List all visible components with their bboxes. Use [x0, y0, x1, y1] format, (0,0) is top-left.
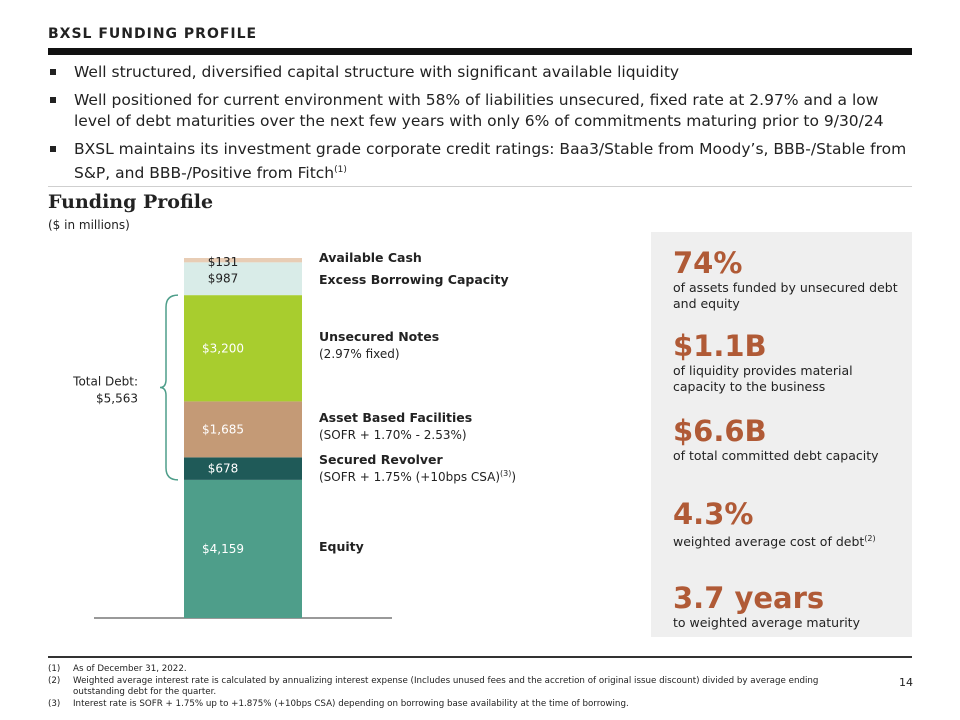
footnote-ref: (2)	[864, 534, 876, 543]
funding-stacked-bar-chart: $4,159 $678 $1,685 $3,200 $987 $131 Equity Secu…	[72, 250, 516, 619]
bullet-item: BXSL maintains its investment grade corp…	[48, 139, 914, 184]
page-title: BXSL FUNDING PROFILE	[48, 26, 258, 42]
bullet-square-icon	[50, 97, 56, 103]
stat-assets-funded: 74% of assets funded by unsecured debt a…	[673, 246, 898, 311]
category-label-available-cash: Available Cash	[319, 250, 422, 265]
bar-segment-available-cash	[184, 258, 302, 263]
data-label-available-cash: $131	[208, 255, 239, 269]
category-label-excess-borrowing-capacity: Excess Borrowing Capacity	[319, 272, 509, 287]
category-label-unsecured-notes: Unsecured Notes	[319, 329, 439, 344]
data-label-unsecured-notes: $3,200	[202, 341, 244, 355]
footnote-item: (3) Interest rate is SOFR + 1.75% up to +…	[48, 698, 629, 709]
section-subtitle: ($ in millions)	[48, 218, 130, 232]
total-debt-brace	[159, 294, 179, 481]
bullet-square-icon	[50, 69, 56, 75]
category-label-secured-revolver: Secured Revolver	[319, 452, 443, 467]
section-title: Funding Profile	[48, 191, 214, 213]
footer-rule	[48, 656, 912, 658]
data-label-equity: $4,159	[202, 542, 244, 556]
footnote-item: (1) As of December 31, 2022.	[48, 664, 187, 674]
footnote-ref: (1)	[334, 165, 347, 175]
data-label-secured-revolver: $678	[208, 462, 239, 476]
footnote-item: (2) Weighted average interest rate is cal…	[48, 675, 819, 698]
category-sublabel-secured-revolver: (SOFR + 1.75% (+10bps CSA)(3))	[319, 469, 516, 484]
stat-committed-debt: $6.6B of total committed debt capacity	[673, 414, 879, 463]
bar-segment-asset-based-facilities	[184, 401, 302, 458]
bullet-list: Well structured, diversified capital str…	[48, 62, 914, 191]
bar-segment-equity	[184, 479, 302, 618]
footnotes: (1) As of December 31, 2022. (2) Weighted …	[48, 664, 848, 710]
category-label-equity: Equity	[319, 539, 364, 554]
category-sublabel-asset-based-facilities: (SOFR + 1.70% - 2.53%)	[319, 428, 467, 442]
stat-liquidity: $1.1B of liquidity provides material cap…	[673, 329, 853, 394]
category-sublabel-unsecured-notes: (2.97% fixed)	[319, 347, 400, 361]
page-number: 14	[899, 676, 913, 689]
section-divider	[48, 186, 912, 187]
bar-segment-secured-revolver	[184, 457, 302, 480]
stat-maturity: 3.7 years to weighted average maturity	[673, 581, 860, 630]
stats-panel: 74% of assets funded by unsecured debt a…	[651, 232, 912, 637]
stat-cost-of-debt: 4.3% weighted average cost of debt(2)	[673, 497, 876, 550]
bar-segment-unsecured-notes	[184, 295, 302, 402]
category-label-asset-based-facilities: Asset Based Facilities	[319, 410, 472, 425]
total-debt-label: Total Debt:	[72, 375, 138, 389]
bullet-item: Well structured, diversified capital str…	[48, 62, 914, 83]
header-rule	[48, 48, 912, 55]
bar-segment-excess-borrowing-capacity	[184, 262, 302, 296]
bullet-item: Well positioned for current environment …	[48, 90, 914, 132]
data-label-excess-borrowing-capacity: $987	[208, 272, 239, 286]
total-debt-value: $5,563	[96, 392, 138, 406]
data-label-asset-based-facilities: $1,685	[202, 422, 244, 436]
bullet-square-icon	[50, 146, 56, 152]
